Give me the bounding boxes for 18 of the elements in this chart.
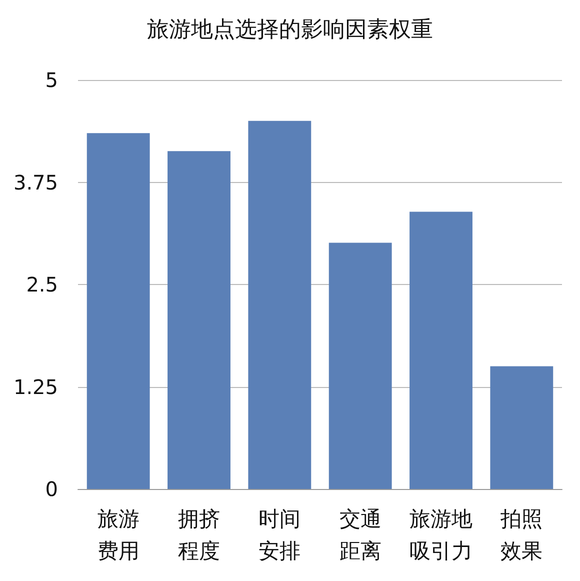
bar [328,242,392,489]
x-tick-label: 拥挤程度 [178,507,220,563]
x-tick-label: 拍照效果 [500,507,543,563]
x-tick-label: 旅游地吸引力 [410,507,472,563]
bar [86,133,150,489]
bar [248,120,312,489]
y-tick-label: 5 [45,68,58,92]
bar [490,366,554,489]
y-tick-label: 1.25 [13,374,58,399]
y-tick-label: 3.75 [13,170,58,194]
y-tick-label: 0 [45,477,58,501]
chart-title: 旅游地点选择的影响因素权重 [147,18,433,42]
x-tick-label: 交通距离 [339,507,382,563]
x-tick-label: 旅游费用 [97,507,140,563]
bar [410,212,472,489]
y-tick-label: 2.5 [26,272,58,296]
x-tick-label: 时间安排 [258,507,301,563]
bar [168,151,230,489]
